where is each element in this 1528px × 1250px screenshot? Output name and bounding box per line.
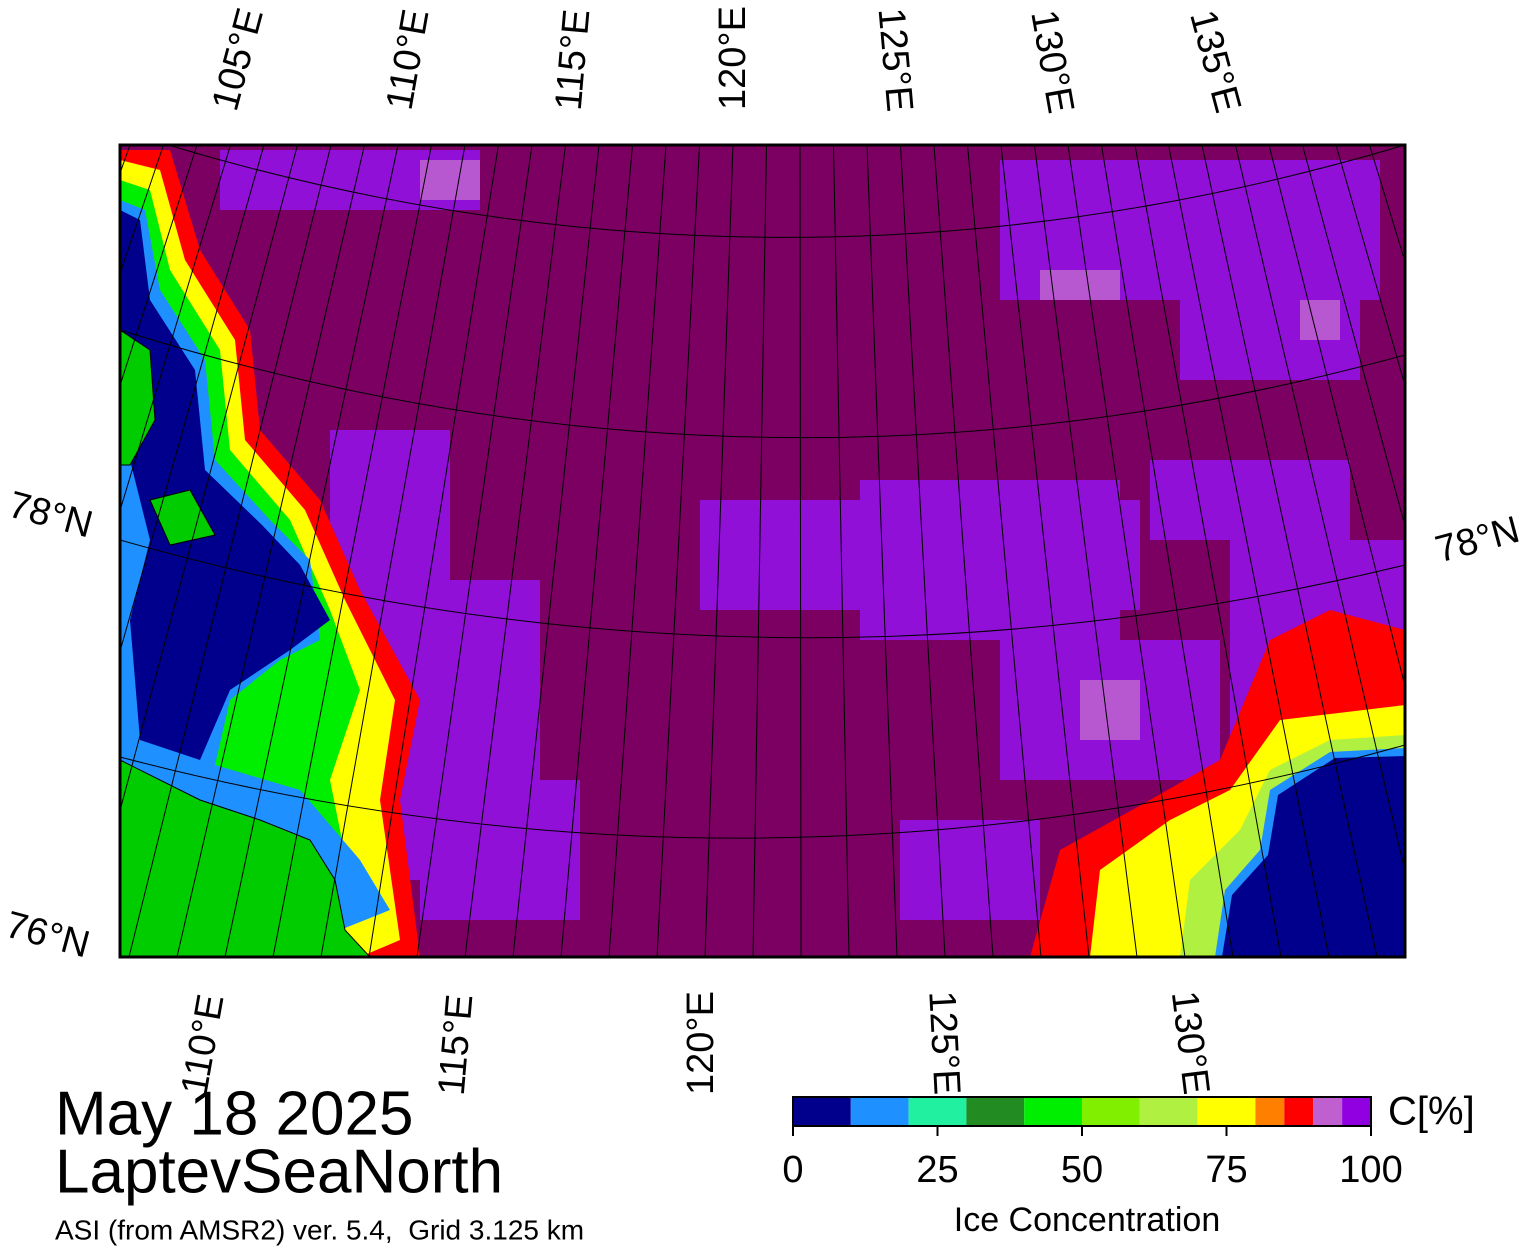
- lon-label: 125°E: [920, 990, 967, 1096]
- meridian: [656, 145, 700, 957]
- meridian: [368, 145, 499, 957]
- meridian: [1302, 145, 1405, 528]
- lon-label: 130°E: [1022, 7, 1081, 117]
- lat-label: 78°N: [1431, 509, 1524, 572]
- meridian: [320, 145, 466, 957]
- graticule: [0, 145, 1405, 957]
- meridian: [1235, 145, 1405, 874]
- meridian: [120, 145, 298, 813]
- land: [149, 489, 216, 546]
- meridian: [120, 145, 198, 388]
- colorbar-segment: [1342, 1097, 1371, 1126]
- colorbar-label: Ice Concentration: [954, 1201, 1221, 1239]
- colorbar-segment: [1197, 1097, 1256, 1126]
- lon-label: 120°E: [680, 991, 722, 1095]
- source: ASI (from AMSR2) ver. 5.4, Grid 3.125 km: [55, 1214, 584, 1245]
- lon-label: 115°E: [431, 993, 482, 1097]
- meridian: [1268, 145, 1405, 689]
- colorbar-segment: [1284, 1097, 1314, 1126]
- colorbar-segment: [966, 1097, 1025, 1126]
- lon-label: 130°E: [1163, 989, 1217, 1097]
- meridian: [1067, 145, 1186, 957]
- colorbar-segment: [908, 1097, 967, 1126]
- colorbar-segment: [1313, 1097, 1343, 1126]
- meridian: [1201, 145, 1378, 957]
- colorbar-tick-label: 75: [1205, 1149, 1247, 1191]
- meridian: [1134, 145, 1282, 957]
- lon-label: 135°E: [1181, 6, 1248, 117]
- lon-label: 105°E: [204, 4, 271, 115]
- meridian: [464, 145, 566, 957]
- meridian: [176, 145, 365, 957]
- meridian: [224, 145, 399, 957]
- meridian: [1101, 145, 1234, 957]
- ice-patches-light: [420, 160, 1340, 740]
- meridian: [1000, 145, 1090, 957]
- meridian: [120, 145, 231, 513]
- parallel: [166, 145, 1405, 238]
- meridian: [512, 145, 600, 957]
- meridian: [416, 145, 533, 957]
- land: [120, 329, 156, 466]
- colorbar-unit: C[%]: [1388, 1090, 1475, 1134]
- meridian: [120, 145, 131, 175]
- colorbar: 0 25 50 75 100: [782, 1096, 1403, 1191]
- meridian: [933, 145, 994, 957]
- lon-label: 115°E: [548, 8, 599, 112]
- lat-label: 78°N: [4, 484, 97, 547]
- lon-label: 120°E: [712, 6, 754, 110]
- region: LaptevSeaNorth: [55, 1137, 503, 1206]
- colorbar-segment: [1024, 1097, 1082, 1126]
- colorbar-segment: [1255, 1097, 1285, 1126]
- lat-label: 76°N: [1, 904, 94, 967]
- meridian: [0, 145, 63, 957]
- colorbar-segment: [850, 1097, 909, 1126]
- meridian: [967, 145, 1042, 957]
- parallel: [120, 744, 1405, 839]
- meridian: [608, 145, 667, 957]
- meridian: [128, 145, 332, 957]
- meridian: [866, 145, 898, 957]
- meridian: [1168, 145, 1330, 957]
- colorbar-segment: [1139, 1097, 1198, 1126]
- map-frame: [118, 143, 1407, 959]
- meridian: [752, 145, 767, 957]
- meridian: [799, 145, 802, 957]
- colorbar-segment: [793, 1097, 851, 1126]
- colorbar-tick-label: 0: [782, 1149, 803, 1191]
- lon-label: 110°E: [379, 6, 438, 113]
- open-water: [1222, 756, 1405, 957]
- meridian: [1034, 145, 1138, 957]
- meridian: [272, 145, 432, 957]
- meridian: [0, 145, 97, 957]
- meridian: [1335, 145, 1405, 388]
- open-water: [120, 210, 330, 760]
- meridian: [900, 145, 946, 957]
- meridian: [560, 145, 633, 957]
- colorbar-tick-label: 25: [916, 1149, 958, 1191]
- colorbar-segment: [1082, 1097, 1140, 1126]
- parallel: [120, 539, 1405, 639]
- date: May 18 2025: [55, 1079, 413, 1148]
- lon-label: 125°E: [870, 6, 921, 113]
- meridian: [833, 145, 850, 957]
- map: [0, 145, 1405, 957]
- meridian: [704, 145, 734, 957]
- colorbar-tick-label: 100: [1339, 1149, 1402, 1191]
- meridian: [120, 145, 265, 654]
- colorbar-tick-label: 50: [1061, 1149, 1103, 1191]
